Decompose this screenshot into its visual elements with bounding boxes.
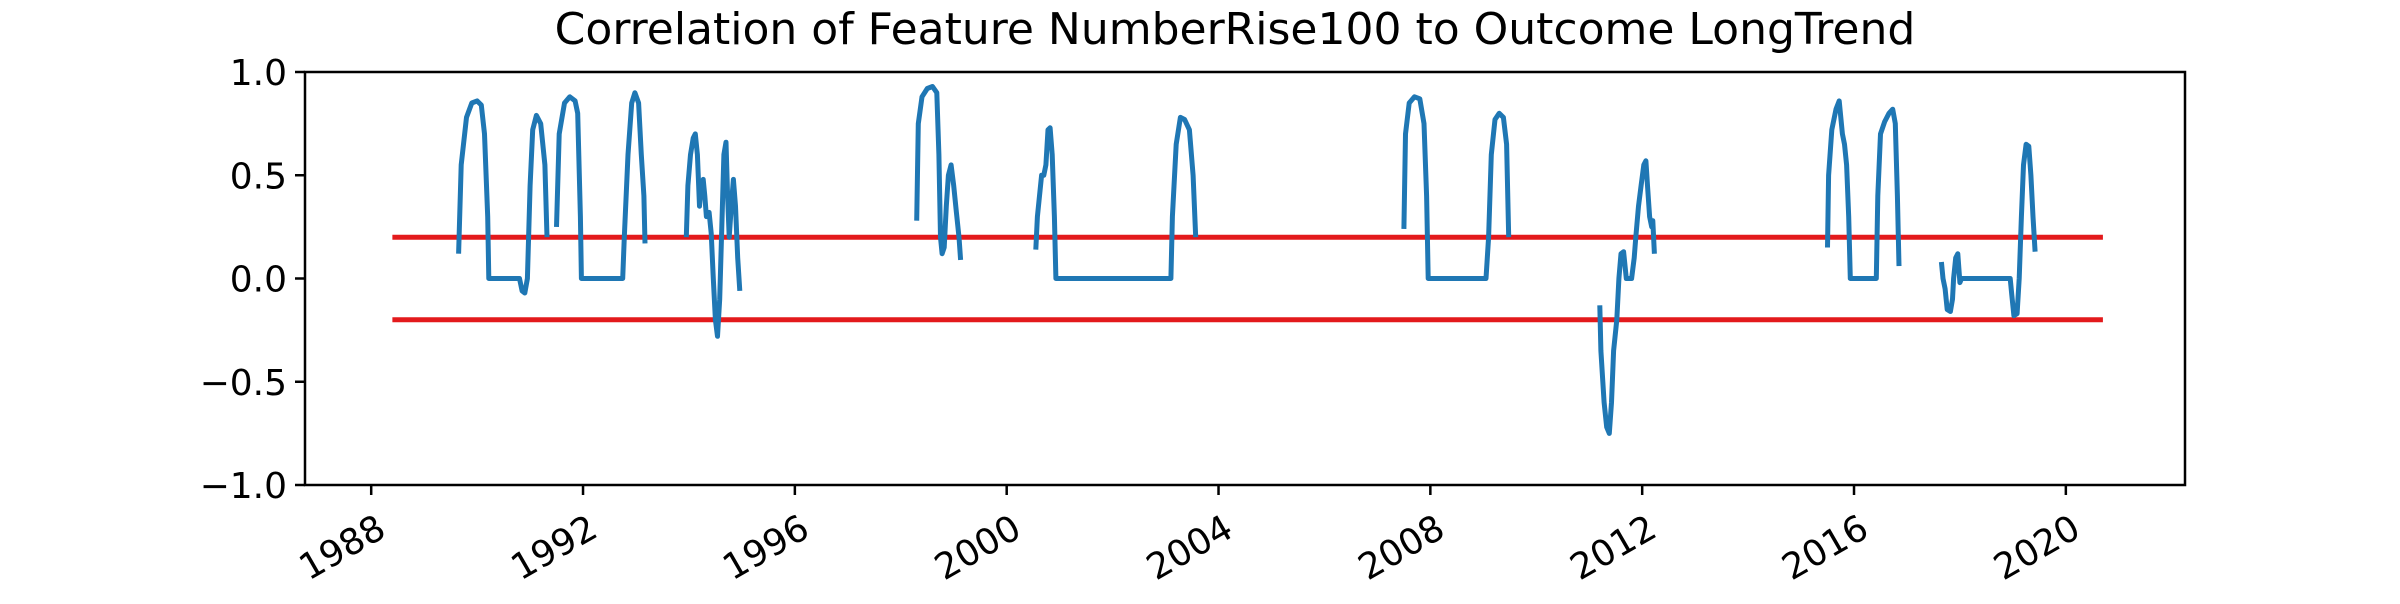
series-line-segment	[914, 84, 964, 261]
x-tick-label: 2016	[1775, 507, 1875, 588]
chart-title: Correlation of Feature NumberRise100 to …	[555, 4, 1916, 55]
threshold-lines	[392, 234, 2103, 323]
series-line-segment	[683, 131, 743, 339]
y-tick-label: 0.0	[230, 260, 287, 301]
y-axis: −1.0 −0.5 0.0 0.5 1.0	[200, 53, 305, 507]
x-tick-label: 2012	[1564, 507, 1664, 588]
x-tick-label: 1996	[716, 507, 816, 588]
series-line-segment	[456, 98, 550, 296]
x-tick-label: 1988	[293, 507, 393, 588]
x-axis: 1988 1992 1996 2000 2004 2008 2012 2016 2020	[293, 485, 2087, 589]
x-tick-label: 2020	[1987, 507, 2087, 588]
series-line-segment	[1033, 114, 1199, 281]
series-line-segment	[1401, 94, 1512, 281]
series-line-segment	[554, 90, 648, 281]
y-tick-label: −0.5	[200, 363, 287, 404]
series-layer	[456, 84, 2038, 436]
x-tick-label: 2000	[928, 507, 1028, 588]
y-tick-label: 1.0	[230, 53, 287, 94]
x-tick-label: 2004	[1140, 507, 1240, 588]
series-line-segment	[1597, 158, 1657, 436]
series-line-segment	[1825, 98, 1902, 281]
x-tick-label: 1992	[504, 507, 604, 588]
y-tick-label: 0.5	[230, 156, 287, 197]
series-line-segment	[1938, 141, 2038, 319]
x-tick-label: 2008	[1352, 507, 1452, 588]
y-tick-label: −1.0	[200, 466, 287, 507]
